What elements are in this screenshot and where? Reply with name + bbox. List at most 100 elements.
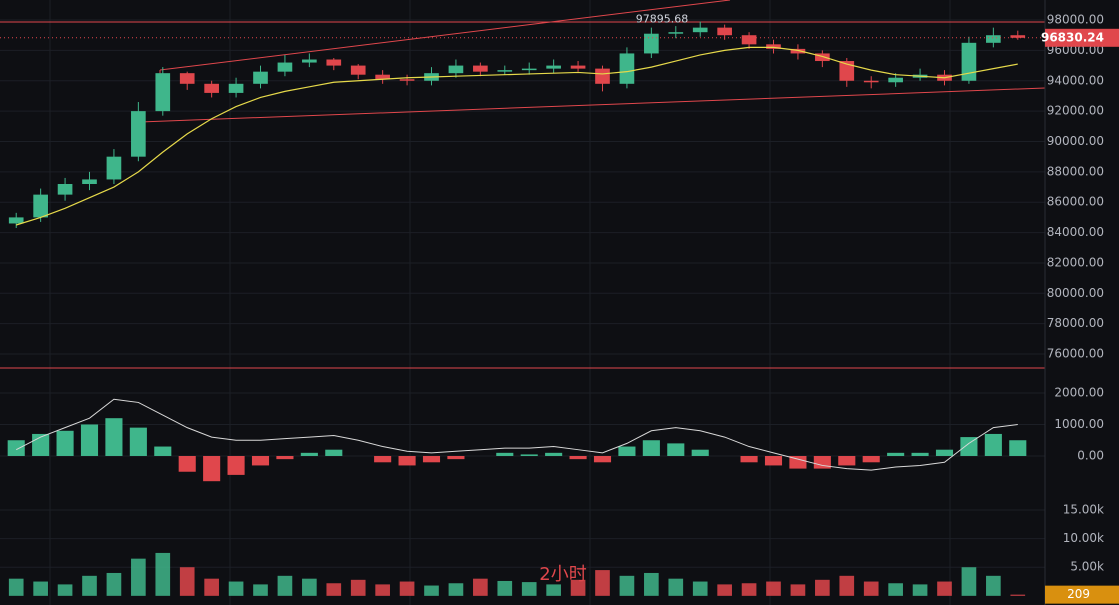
trend-line [139,87,1046,123]
volume-bar [253,584,268,596]
candle-body [57,184,73,195]
y-tick-label: 98000.00 [1047,13,1104,27]
macd-bar [178,455,196,472]
candle-body [986,35,1001,43]
candle-body [82,179,97,184]
macd-bar [325,449,343,456]
macd-bar [960,437,978,456]
candle-body [644,33,659,54]
macd-bar [862,455,880,463]
y-tick-label: 86000.00 [1047,195,1104,209]
volume-bar [619,575,635,596]
macd-bar [740,455,758,463]
volume-bar [595,570,610,596]
y-tick-label: 80000.00 [1047,286,1104,300]
y-tick-label: 78000.00 [1047,316,1104,330]
volume-bar [473,578,488,596]
volume-bar [815,579,830,596]
volume-bar [375,584,390,596]
candle-body [570,65,586,69]
last-volume-tag [1045,585,1119,604]
candle-body [204,83,219,93]
y-tick-label: 15.00k [1063,503,1104,517]
candle-body [302,59,317,63]
candle-body [131,111,146,157]
macd-bar [56,430,74,456]
candle-body [741,35,757,45]
macd-bar [691,449,709,456]
candle-body [155,73,171,112]
macd-bar [80,424,99,456]
macd-bar [593,455,612,463]
y-tick-label: 1000.00 [1054,417,1104,431]
y-tick-label: 84000.00 [1047,225,1104,239]
volume-bar [961,567,977,596]
volume-bar [912,584,928,596]
candle-body [766,44,781,49]
macd-bar [887,452,905,456]
macd-bar [911,452,929,456]
candle-body [961,42,977,81]
volume-bar [179,567,195,596]
volume-bar [521,582,537,596]
volume-bar [350,579,366,596]
drawings [0,0,1046,369]
volume-bar [839,575,855,596]
candle-body [521,68,537,71]
macd-bar [447,455,465,460]
y-tick-label: 92000.00 [1047,104,1104,118]
candle-body [228,83,244,93]
macd-bar [300,452,318,456]
y-tick-label: 0.00 [1077,448,1104,462]
volume-bar [668,578,684,596]
macd-bar [569,455,587,460]
macd-bar [838,455,856,466]
macd-bar [203,455,221,482]
y-tick-label: 88000.00 [1047,164,1104,178]
candle-body [815,53,830,62]
macd-bar [422,455,441,463]
candle-body [863,80,879,83]
volume-bar [448,583,464,596]
macd-bar [984,433,1002,456]
candle-body [8,217,24,224]
volume-bar [302,578,317,596]
macd-bar [374,455,392,463]
y-tick-label: 5.00k [1070,560,1104,574]
volume-bar [766,581,781,596]
candle-body [790,48,806,54]
macd-bar [227,455,245,475]
macd-bar [642,440,660,456]
candle-body [668,32,684,34]
volume-bar [277,575,293,596]
candle-body [277,62,293,72]
candle-body [839,61,855,81]
volume-bar [106,572,122,596]
volume-bar [1010,594,1026,596]
macd-dif-line [15,398,1018,471]
volume-bar [570,579,586,596]
candle-body [350,65,366,75]
y-tick-label: 94000.00 [1047,73,1104,87]
candle-body [106,156,122,180]
candle-body [179,73,195,84]
volume-bar [888,583,903,596]
candle-body [1010,35,1026,38]
candle-body [326,59,342,66]
volume-bar [644,572,659,596]
candle-body [619,53,635,84]
candle-body [546,65,561,69]
volume-bar [717,584,732,596]
timeframe-watermark: 2小时 [539,564,586,585]
macd-bar [667,443,685,456]
volume-bar [937,581,952,596]
volume-bar [33,581,48,596]
macd-bar [813,455,831,469]
candle-body [253,71,268,84]
macd-bar [764,455,783,466]
candle-body [448,65,464,74]
trend-line [159,0,731,71]
candle-body [497,70,513,72]
volume-bar [228,581,244,596]
y-tick-label: 90000.00 [1047,134,1104,148]
